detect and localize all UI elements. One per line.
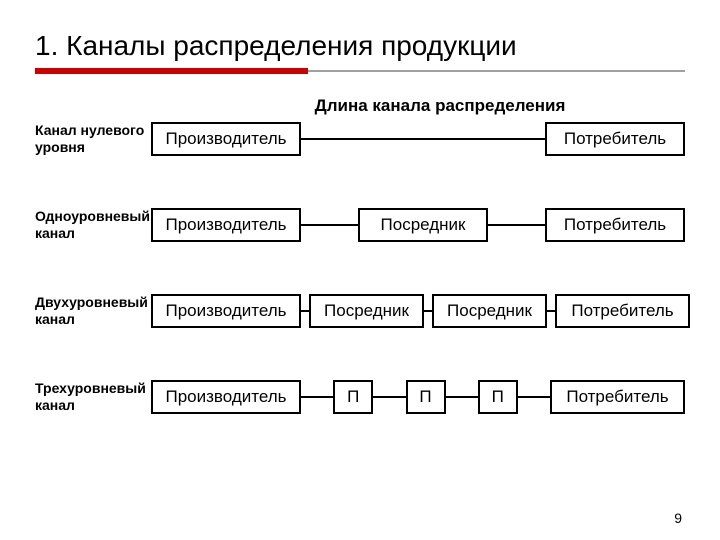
consumer-node: Потребитель [555, 294, 690, 328]
channel-row: Одноуровневый канал Производитель Посред… [35, 208, 685, 242]
producer-node: Производитель [151, 208, 301, 242]
channel-row: Канал нулевого уровня Производитель Потр… [35, 122, 685, 156]
connector [488, 224, 545, 226]
connector [301, 138, 545, 140]
connector [301, 310, 309, 312]
row-label: Двухуровневый канал [35, 294, 151, 328]
connector [301, 396, 333, 398]
producer-node: Производитель [151, 122, 301, 156]
page-number: 9 [674, 510, 682, 526]
intermediary-node: П [333, 380, 373, 414]
connector [446, 396, 478, 398]
consumer-node: Потребитель [550, 380, 685, 414]
intermediary-node: Посредник [432, 294, 547, 328]
row-label: Трехуровневый канал [35, 380, 151, 414]
intermediary-node: П [478, 380, 518, 414]
rule-gray [308, 70, 685, 72]
intermediary-node: П [406, 380, 446, 414]
consumer-node: Потребитель [545, 122, 685, 156]
producer-node: Производитель [151, 380, 301, 414]
connector [424, 310, 432, 312]
slide-title: 1. Каналы распределения продукции [35, 30, 685, 62]
connector [301, 224, 358, 226]
title-rule [35, 68, 685, 74]
chain: Производитель Посредник Потребитель [151, 208, 685, 242]
connector [547, 310, 555, 312]
producer-node: Производитель [151, 294, 301, 328]
connector [373, 396, 405, 398]
chain: Производитель Посредник Посредник Потреб… [151, 294, 690, 328]
intermediary-node: Посредник [309, 294, 424, 328]
channel-row: Двухуровневый канал Производитель Посред… [35, 294, 685, 328]
intermediary-node: Посредник [358, 208, 488, 242]
diagram-subtitle: Длина канала распределения [195, 96, 685, 116]
connector [518, 396, 550, 398]
rule-red [35, 68, 308, 74]
chain: Производитель Потребитель [151, 122, 685, 156]
row-label: Канал нулевого уровня [35, 122, 151, 156]
diagram-rows: Канал нулевого уровня Производитель Потр… [35, 122, 685, 414]
row-label: Одноуровневый канал [35, 208, 151, 242]
channel-row: Трехуровневый канал Производитель П П П … [35, 380, 685, 414]
chain: Производитель П П П Потребитель [151, 380, 685, 414]
consumer-node: Потребитель [545, 208, 685, 242]
slide: 1. Каналы распределения продукции Длина … [0, 0, 720, 540]
